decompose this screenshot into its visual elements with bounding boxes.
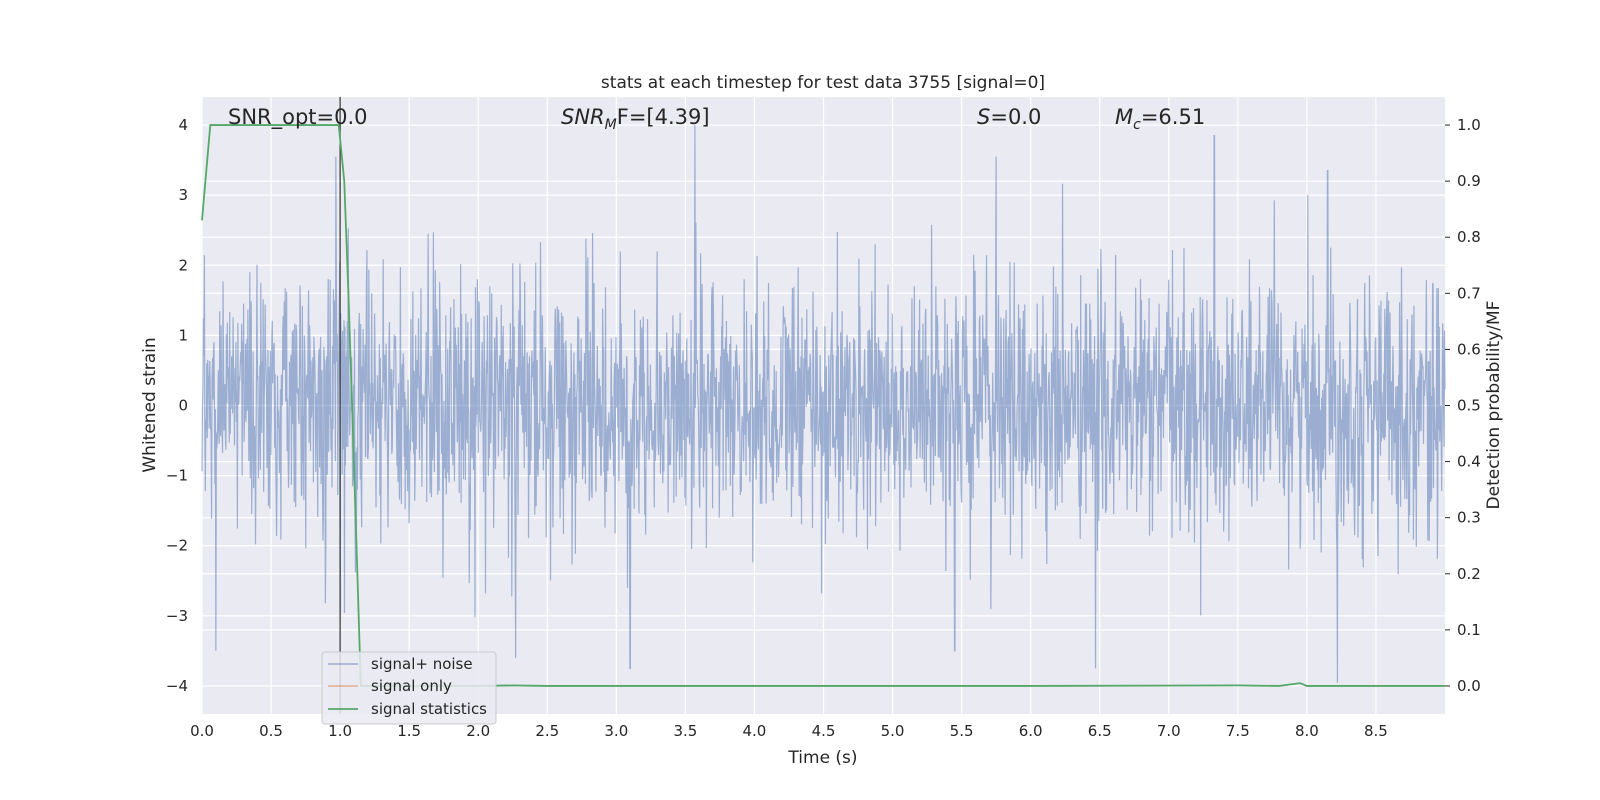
mc-rest: =6.51	[1141, 105, 1205, 129]
y2-tick-label: 0.7	[1457, 284, 1481, 302]
y2-tick-label: 0.6	[1457, 340, 1481, 358]
legend-label-signal-only: signal only	[371, 677, 452, 695]
y2-tick-label: 0.8	[1457, 228, 1481, 246]
y-tick-label: −1	[166, 467, 188, 485]
y2-tick-label: 0.4	[1457, 453, 1481, 471]
legend-label-signal-statistics: signal statistics	[371, 700, 487, 718]
s-annotation: S=0.0	[977, 105, 1041, 129]
x-tick-label: 5.5	[950, 722, 974, 740]
chart-title: stats at each timestep for test data 375…	[601, 73, 1045, 93]
y2-tick-label: 0.1	[1457, 621, 1481, 639]
snr-mf-sub: M	[605, 117, 617, 133]
signal-noise-trace	[201, 125, 1446, 683]
y-tick-label: −3	[166, 607, 188, 625]
x-tick-label: 2.5	[535, 722, 559, 740]
snr-mf-annotation: SNRMF=[4.39]	[561, 105, 710, 133]
x-tick-label: 0.0	[190, 722, 214, 740]
x-tick-label: 0.5	[259, 722, 283, 740]
mc-annotation: Mc=6.51	[1115, 105, 1205, 133]
x-tick-label: 6.5	[1088, 722, 1112, 740]
x-tick-label: 3.5	[673, 722, 697, 740]
y-tick-label: 1	[178, 326, 188, 344]
x-tick-label: 8.5	[1364, 722, 1388, 740]
y2-axis-label: Detection probability/MF	[1484, 301, 1504, 510]
x-tick-label: 1.0	[328, 722, 352, 740]
y-ticks: −4 −3 −2 −1 0 1 2 3 4	[166, 116, 188, 695]
y-tick-label: 3	[178, 186, 188, 204]
s-label: S	[977, 105, 990, 129]
y2-tick-label: 0.3	[1457, 509, 1481, 527]
x-tick-label: 1.5	[397, 722, 421, 740]
x-tick-label: 3.0	[604, 722, 628, 740]
legend: signal+ noise signal only signal statist…	[321, 651, 497, 725]
x-tick-label: 5.0	[881, 722, 905, 740]
legend-box	[321, 651, 497, 725]
y2-tick-label: 0.2	[1457, 565, 1481, 583]
s-rest: =0.0	[990, 105, 1041, 129]
y2-tick-label: 0.9	[1457, 172, 1481, 190]
x-tick-label: 4.5	[812, 722, 836, 740]
y-tick-label: −4	[166, 677, 188, 695]
x-ticks: 0.0 0.5 1.0 1.5 2.0 2.5 3.0 3.5 4.0 4.5 5.0 5.5 6.0 6…	[190, 722, 1388, 740]
y-tick-label: 2	[178, 256, 188, 274]
y-tick-label: 4	[178, 116, 188, 134]
mc-sub: c	[1133, 117, 1141, 133]
mc-label: M	[1115, 105, 1133, 129]
x-tick-label: 7.5	[1226, 722, 1250, 740]
snr-mf-label: SNR	[561, 105, 605, 129]
x-axis-label: Time (s)	[787, 748, 857, 768]
y2-tick-label: 0.0	[1457, 677, 1481, 695]
y-axis-label: Whitened strain	[140, 337, 160, 472]
x-tick-label: 6.0	[1019, 722, 1043, 740]
snr-mf-rest: F=[4.39]	[617, 105, 710, 129]
y-tick-label: 0	[178, 397, 188, 415]
signal-noise-series	[201, 125, 1446, 683]
x-tick-label: 2.0	[466, 722, 490, 740]
snr-opt-annotation: SNR_opt=0.0	[228, 105, 368, 130]
x-tick-label: 4.0	[743, 722, 767, 740]
legend-label-signal-noise: signal+ noise	[371, 655, 473, 673]
x-tick-label: 7.0	[1157, 722, 1181, 740]
y-tick-label: −2	[166, 537, 188, 555]
y2-tick-label: 1.0	[1457, 116, 1481, 134]
y2-ticks: 0.0 0.1 0.2 0.3 0.4 0.5 0.6 0.7 0.8 0.9 1.0	[1445, 116, 1481, 695]
y2-tick-label: 0.5	[1457, 397, 1481, 415]
x-tick-label: 8.0	[1295, 722, 1319, 740]
